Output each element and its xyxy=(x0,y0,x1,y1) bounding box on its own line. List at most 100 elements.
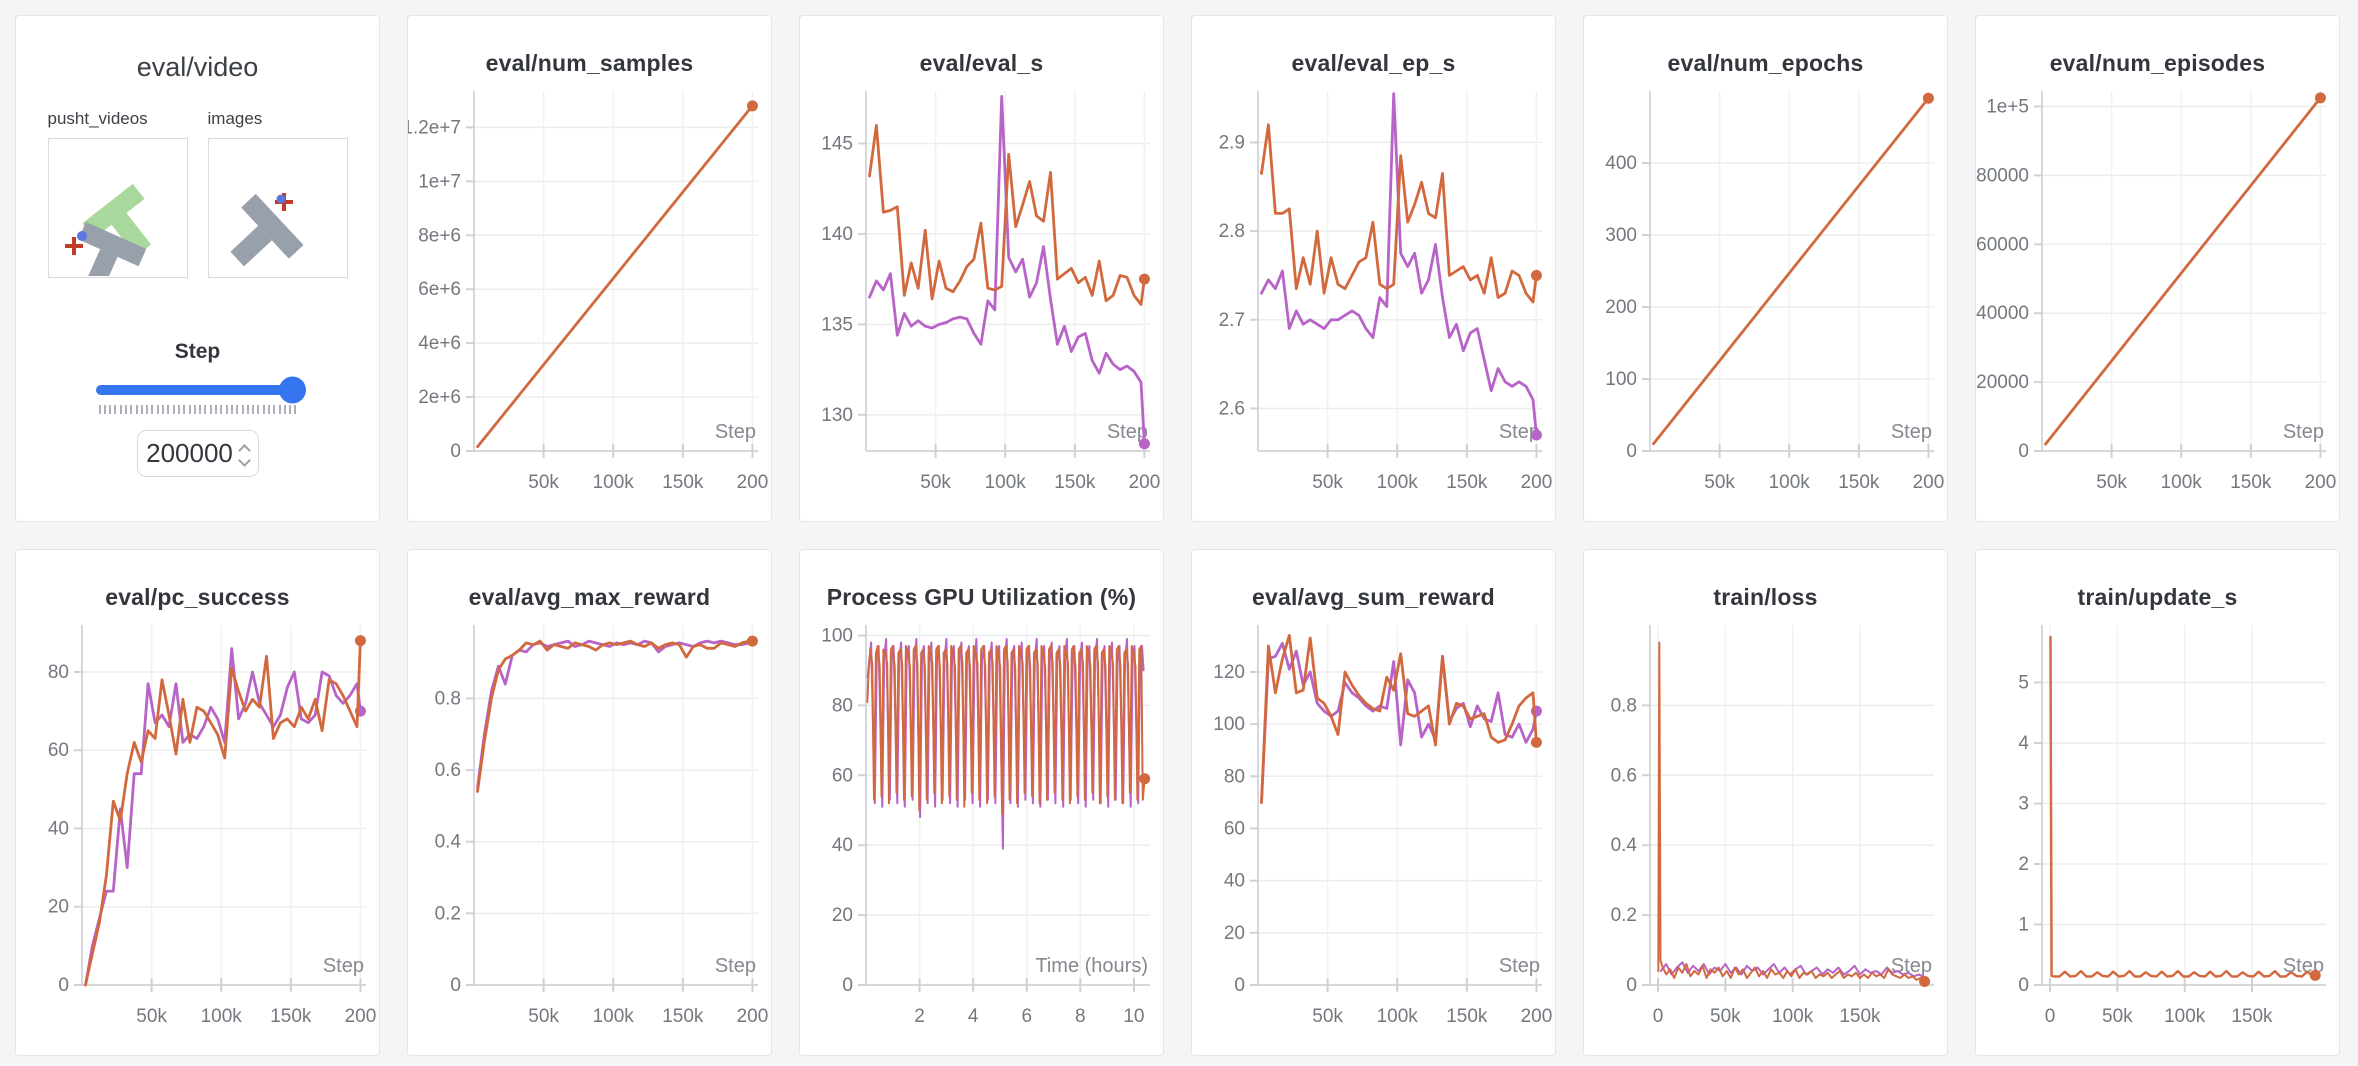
chart-canvas-num-samples[interactable]: 50k 100k 150k 200 0 2e+6 4e+6 6e+6 8e+6 1e+7 1.2e+… xyxy=(408,77,771,515)
step-value-input[interactable]: 200000 xyxy=(136,430,259,477)
svg-text:40000: 40000 xyxy=(1976,303,2029,324)
svg-text:130: 130 xyxy=(821,405,853,426)
svg-text:150k: 150k xyxy=(1838,472,1880,493)
svg-text:300: 300 xyxy=(1605,225,1637,246)
media-col-images: images xyxy=(207,109,348,278)
svg-text:Step: Step xyxy=(1499,421,1540,443)
svg-text:3: 3 xyxy=(2018,793,2029,814)
chart-title: train/loss xyxy=(1713,584,1818,610)
svg-text:80000: 80000 xyxy=(1976,165,2029,186)
panel-train-update-s: train/update_s 0 50k 100k 150k 0 1 2 3 4 5 Step xyxy=(1975,549,2340,1056)
svg-text:0: 0 xyxy=(2045,1006,2056,1027)
svg-text:1e+5: 1e+5 xyxy=(1986,97,2029,118)
svg-text:0: 0 xyxy=(1234,975,1245,996)
svg-text:140: 140 xyxy=(821,224,853,245)
step-value[interactable]: 200000 xyxy=(146,438,233,468)
svg-text:150k: 150k xyxy=(2230,472,2272,493)
svg-text:0.2: 0.2 xyxy=(435,903,461,924)
panel-eval-eval-ep-s: eval/eval_ep_s 50k 100k 150k 200 2.6 2.7 2.8 2.… xyxy=(1191,15,1556,522)
panel-eval-eval-s: eval/eval_s 50k 100k 150k 200 130 135 140 145 St… xyxy=(799,15,1164,522)
svg-text:150k: 150k xyxy=(1054,472,1096,493)
slider-track[interactable] xyxy=(95,385,300,395)
svg-text:Step: Step xyxy=(715,421,756,443)
svg-text:0.8: 0.8 xyxy=(435,688,461,709)
svg-text:0.8: 0.8 xyxy=(1611,695,1637,716)
svg-text:1.2e+7: 1.2e+7 xyxy=(408,117,461,138)
agent-dot xyxy=(76,231,87,241)
svg-text:Step: Step xyxy=(1891,955,1932,977)
svg-text:100k: 100k xyxy=(593,472,635,493)
svg-text:Step: Step xyxy=(1891,421,1932,443)
svg-text:80: 80 xyxy=(1224,766,1245,787)
panel-eval-num-samples: eval/num_samples 50k 100k 150k 200 0 2e+6 4e+6… xyxy=(407,15,772,522)
chart-title: eval/num_epochs xyxy=(1667,50,1864,76)
slider-tick-marks xyxy=(98,405,297,414)
svg-text:135: 135 xyxy=(821,314,853,335)
svg-text:60: 60 xyxy=(832,765,853,786)
svg-text:200: 200 xyxy=(1605,297,1637,318)
svg-text:50k: 50k xyxy=(136,1006,167,1027)
svg-text:150k: 150k xyxy=(270,1006,312,1027)
svg-text:Step: Step xyxy=(1499,955,1540,977)
chart-canvas-train-update-s[interactable]: 0 50k 100k 150k 0 1 2 3 4 5 Step xyxy=(1976,611,2339,1049)
svg-text:6: 6 xyxy=(1021,1006,1032,1027)
svg-text:2e+6: 2e+6 xyxy=(418,387,461,408)
pusht-video-thumbnail[interactable] xyxy=(47,138,188,287)
svg-text:Step: Step xyxy=(323,955,364,977)
chart-title: eval/avg_max_reward xyxy=(468,584,711,610)
green-t-shape xyxy=(81,183,151,257)
svg-text:0: 0 xyxy=(450,975,461,996)
svg-text:50k: 50k xyxy=(2102,1006,2133,1027)
step-slider[interactable] xyxy=(95,376,306,404)
chart-canvas-avg-sum-reward[interactable]: 50k 100k 150k 200 0 20 40 60 80 100 120 Step xyxy=(1192,611,1555,1049)
chart-canvas-num-epochs[interactable]: 50k 100k 150k 200 0 100 200 300 400 Step xyxy=(1584,77,1947,515)
svg-text:8e+6: 8e+6 xyxy=(418,225,461,246)
svg-text:20: 20 xyxy=(48,897,69,918)
svg-text:2.8: 2.8 xyxy=(1219,221,1245,242)
chart-canvas-gpu-utilization[interactable]: 2 4 6 8 10 0 20 40 60 80 100 Time (hours) xyxy=(800,611,1163,1049)
chart-canvas-pc-success[interactable]: 50k 100k 150k 200 0 20 40 60 80 Step xyxy=(16,611,379,1049)
svg-text:145: 145 xyxy=(821,133,853,154)
svg-text:0: 0 xyxy=(2018,441,2029,462)
chart-canvas-eval-s[interactable]: 50k 100k 150k 200 130 135 140 145 Step xyxy=(800,77,1163,515)
svg-text:100k: 100k xyxy=(2161,472,2203,493)
svg-text:100k: 100k xyxy=(593,1006,635,1027)
media-label: images xyxy=(207,109,263,128)
svg-text:100: 100 xyxy=(821,625,853,646)
chart-canvas-eval-ep-s[interactable]: 50k 100k 150k 200 2.6 2.7 2.8 2.9 Step xyxy=(1192,77,1555,515)
chart-canvas-num-episodes[interactable]: 50k 100k 150k 200 0 20000 40000 60000 80000 1e+5 S… xyxy=(1976,77,2339,515)
svg-text:100k: 100k xyxy=(2164,1006,2206,1027)
stepper-arrows[interactable] xyxy=(238,443,251,467)
svg-text:200: 200 xyxy=(345,1006,377,1027)
svg-text:150k: 150k xyxy=(2231,1006,2273,1027)
svg-text:20: 20 xyxy=(832,905,853,926)
svg-text:Step: Step xyxy=(1107,421,1148,443)
pusht-scene-icon xyxy=(64,183,151,287)
svg-text:0.4: 0.4 xyxy=(1611,835,1638,856)
images-thumbnail[interactable] xyxy=(207,138,348,278)
svg-text:10: 10 xyxy=(1123,1006,1144,1027)
chart-title: eval/pc_success xyxy=(105,584,290,610)
svg-text:8: 8 xyxy=(1075,1006,1086,1027)
svg-text:200: 200 xyxy=(1521,1006,1553,1027)
svg-text:4: 4 xyxy=(2018,733,2029,754)
svg-text:200: 200 xyxy=(1521,472,1553,493)
svg-text:0.4: 0.4 xyxy=(435,832,462,853)
chart-canvas-avg-max-reward[interactable]: 50k 100k 150k 200 0 0.2 0.4 0.6 0.8 Step xyxy=(408,611,771,1049)
goal-cross-icon xyxy=(64,237,83,255)
svg-text:100: 100 xyxy=(1605,369,1637,390)
svg-text:0: 0 xyxy=(1653,1006,1664,1027)
slider-thumb[interactable] xyxy=(278,376,306,404)
panel-gpu-utilization: Process GPU Utilization (%) 2 4 6 8 10 0 20 40 6… xyxy=(799,549,1164,1056)
svg-text:50k: 50k xyxy=(1312,1006,1343,1027)
panel-eval-pc-success: eval/pc_success 50k 100k 150k 200 0 20 40 60 80 S… xyxy=(15,549,380,1056)
chart-canvas-train-loss[interactable]: 0 50k 100k 150k 0 0.2 0.4 0.6 0.8 Step xyxy=(1584,611,1947,1049)
step-down-icon[interactable] xyxy=(238,453,251,467)
gray-t-shape xyxy=(229,193,304,267)
svg-text:0: 0 xyxy=(842,975,853,996)
svg-text:2.6: 2.6 xyxy=(1219,398,1245,419)
svg-text:100k: 100k xyxy=(1769,472,1811,493)
svg-text:2.9: 2.9 xyxy=(1219,132,1245,153)
svg-text:40: 40 xyxy=(1224,871,1245,892)
